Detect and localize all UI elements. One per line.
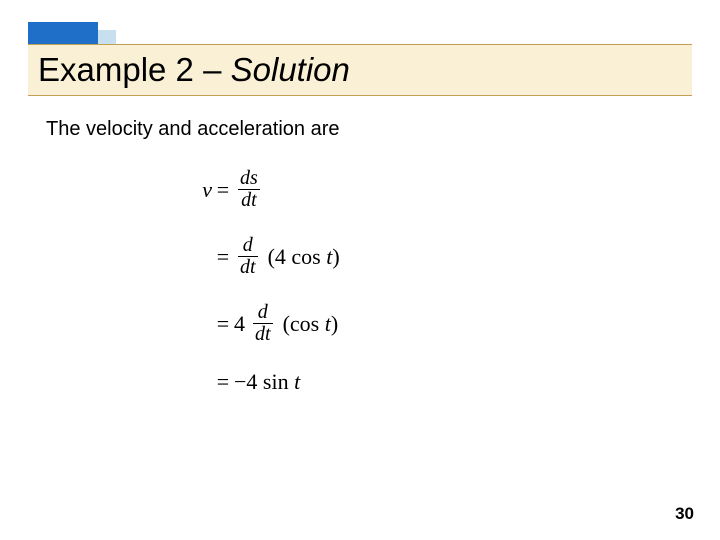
frac-1: ds dt bbox=[238, 168, 260, 211]
lhs-1: v bbox=[174, 177, 212, 203]
title-band: Example 2 – Solution bbox=[28, 44, 692, 96]
frac-1-den: dt bbox=[239, 190, 259, 211]
frac-1-num: ds bbox=[238, 168, 260, 189]
rhs-4-tail: −4 sin t bbox=[234, 369, 300, 395]
math-row-4: = −4 sin t bbox=[174, 369, 340, 395]
frac-3: d dt bbox=[253, 302, 273, 345]
coef-3: 4 bbox=[234, 311, 245, 337]
rhs-2: d dt ((4 cos t)4 cos t) bbox=[234, 235, 340, 278]
frac-2-den: dt bbox=[238, 257, 258, 278]
math-row-2: = d dt ((4 cos t)4 cos t) bbox=[174, 235, 340, 278]
frac-3-num: d bbox=[256, 302, 270, 323]
eq-2: = bbox=[212, 244, 234, 270]
rhs-3: 4 d dt (cos t) bbox=[234, 302, 338, 345]
eq-1: = bbox=[212, 177, 234, 203]
rhs-1: ds dt bbox=[234, 168, 264, 211]
rhs-4: −4 sin t bbox=[234, 369, 300, 395]
frac-2-num: d bbox=[241, 235, 255, 256]
eq-3: = bbox=[212, 311, 234, 337]
math-row-1: v = ds dt bbox=[174, 168, 340, 211]
frac-2: d dt bbox=[238, 235, 258, 278]
title-regular: Example 2 bbox=[38, 51, 194, 88]
slide-title: Example 2 – Solution bbox=[38, 51, 350, 89]
page-number: 30 bbox=[675, 504, 694, 524]
rhs-3-tail: (cos t) bbox=[283, 311, 339, 337]
intro-text: The velocity and acceleration are bbox=[46, 118, 340, 141]
title-italic: Solution bbox=[231, 51, 350, 88]
math-row-3: = 4 d dt (cos t) bbox=[174, 302, 340, 345]
eq-4: = bbox=[212, 369, 234, 395]
frac-3-den: dt bbox=[253, 324, 273, 345]
slide: Example 2 – Solution The velocity and ac… bbox=[0, 0, 720, 540]
rhs-2-tail: ((4 cos t)4 cos t) bbox=[268, 244, 340, 270]
math-block: v = ds dt = d dt ((4 cos t) bbox=[174, 168, 340, 419]
title-separator: – bbox=[194, 51, 231, 88]
